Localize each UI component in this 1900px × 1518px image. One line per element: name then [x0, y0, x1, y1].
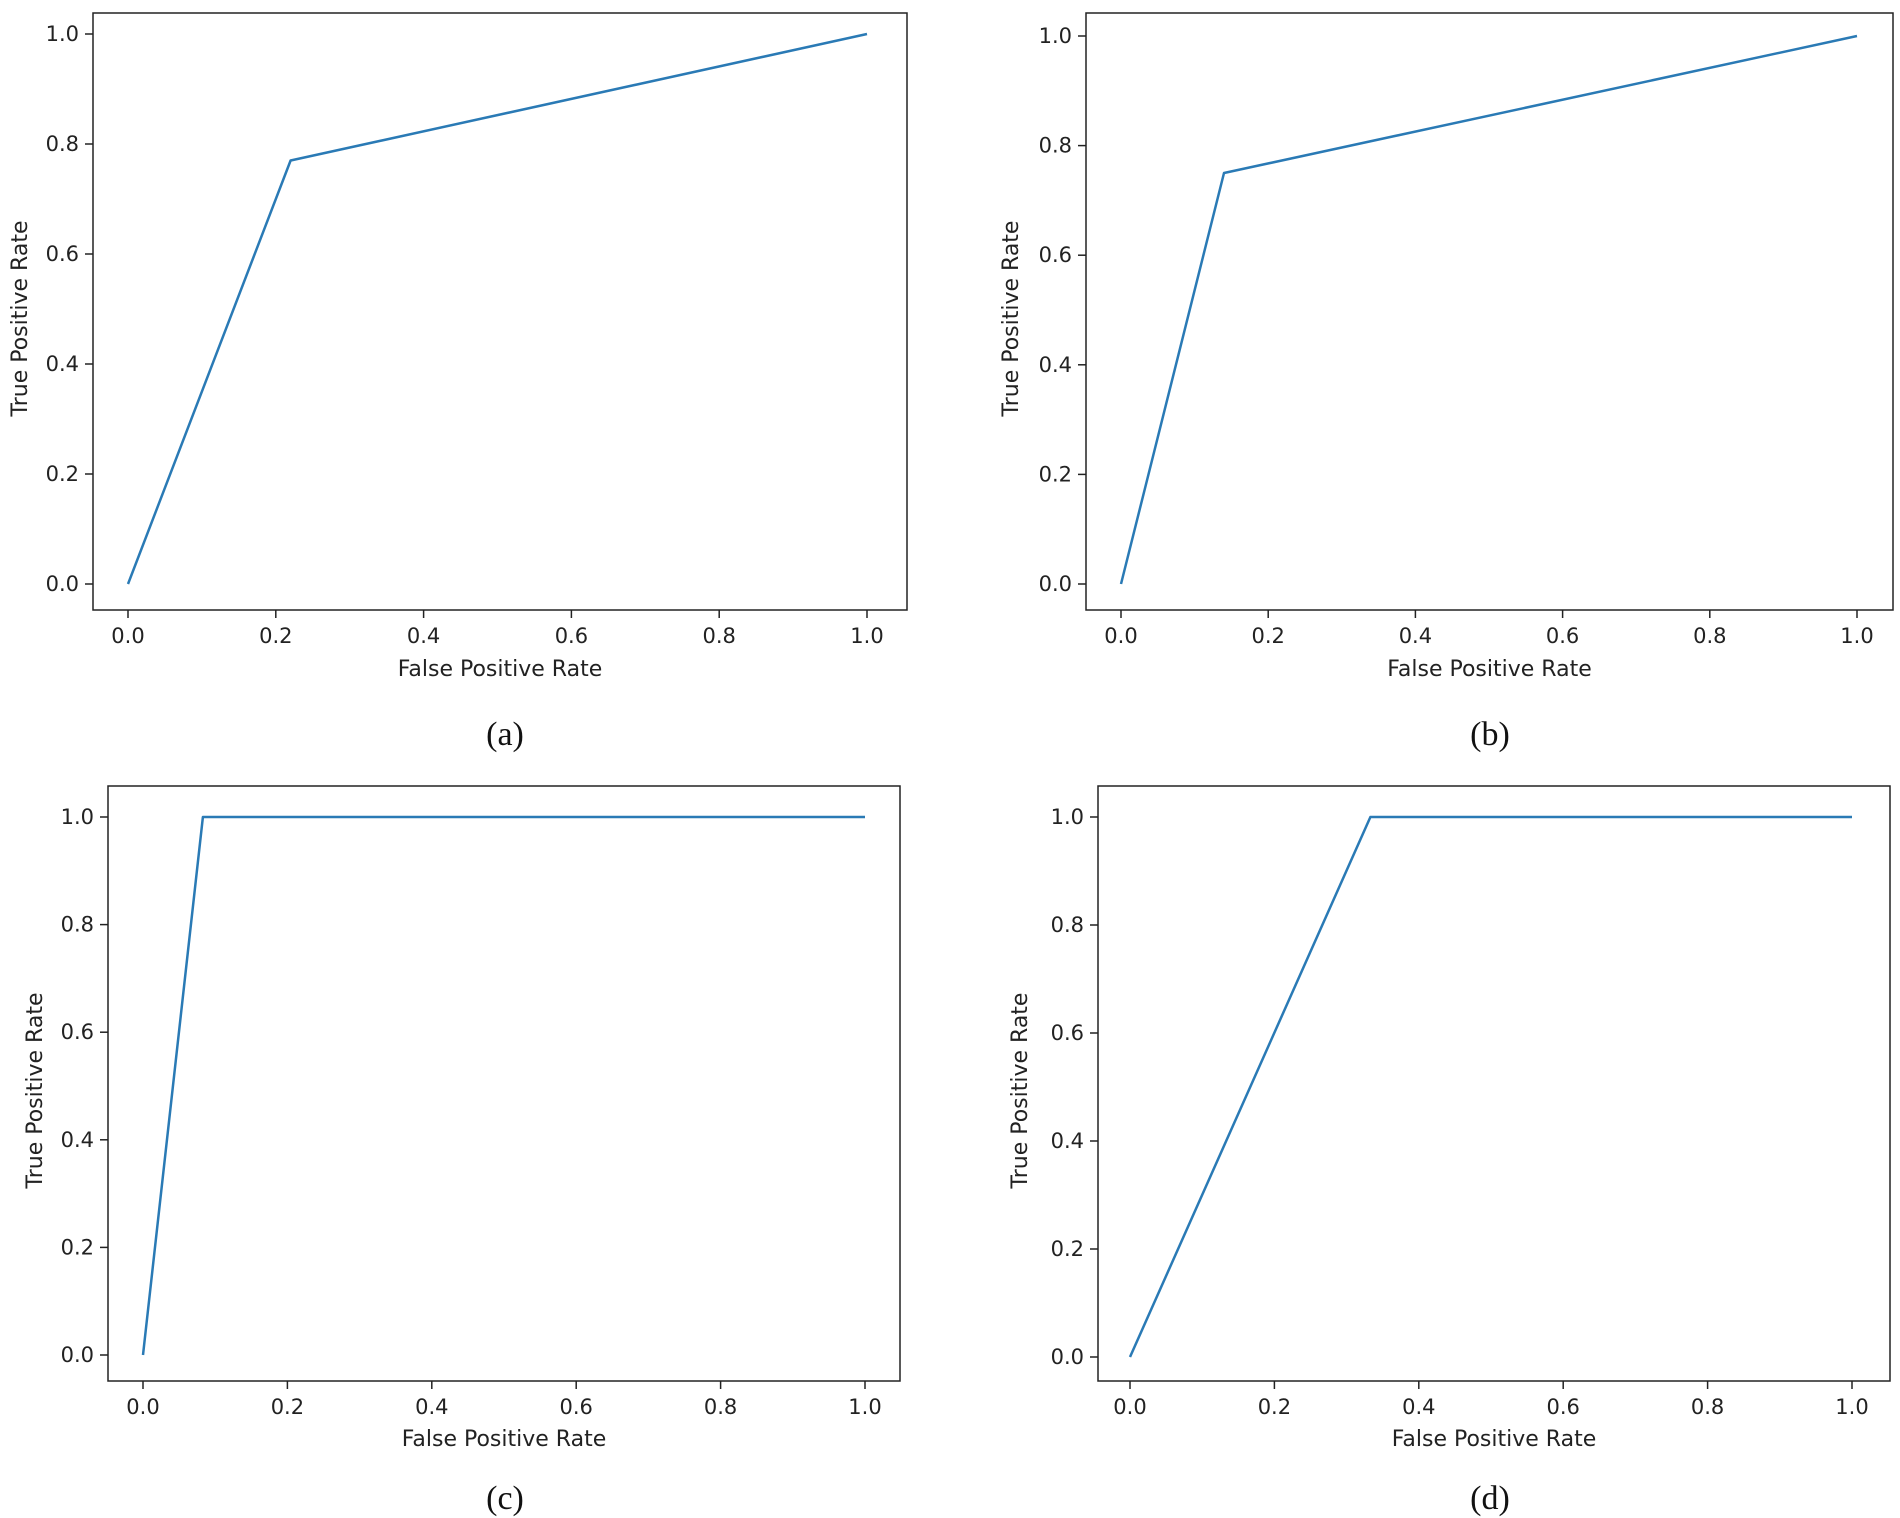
chart-a-x-tick-label: 0.0: [111, 624, 144, 648]
chart-c-caption: (c): [486, 1480, 524, 1517]
chart-c-y-tick-label: 0.6: [61, 1020, 94, 1044]
chart-a-y-tick-label: 0.8: [46, 132, 79, 156]
chart-a-x-tick-label: 0.8: [702, 624, 735, 648]
chart-a-plot-frame: [92, 12, 908, 611]
chart-c-x-tick-label: 1.0: [848, 1395, 881, 1419]
chart-d-x-tick-label: 0.0: [1113, 1395, 1146, 1419]
chart-b-y-tick-label: 0.4: [1039, 353, 1072, 377]
chart-b-x-tick-label: 0.4: [1399, 624, 1432, 648]
chart-b-y-tick-label: 0.0: [1039, 572, 1072, 596]
chart-c-x-tick-label: 0.4: [415, 1395, 448, 1419]
chart-d-y-axis-label: True Positive Rate: [1008, 993, 1033, 1190]
chart-a-y-tick-label: 0.2: [46, 462, 79, 486]
chart-b-y-tick-label: 1.0: [1039, 24, 1072, 48]
chart-c-roc-line: [141, 815, 865, 1356]
chart-c-plot-frame: [107, 785, 901, 1382]
chart-c-y-tick-label: 1.0: [61, 805, 94, 829]
chart-c-x-tick-label: 0.8: [704, 1395, 737, 1419]
chart-d-x-tick-label: 0.4: [1402, 1395, 1435, 1419]
chart-c-x-tick-label: 0.0: [126, 1395, 159, 1419]
chart-b-x-tick-label: 1.0: [1840, 624, 1873, 648]
chart-a-roc-line: [126, 32, 868, 585]
chart-c-y-tick-label: 0.0: [61, 1343, 94, 1367]
chart-c-x-axis-label: False Positive Rate: [402, 1427, 606, 1452]
chart-a-y-axis-label: True Positive Rate: [8, 221, 33, 418]
chart-b-plot-frame: [1085, 12, 1894, 611]
chart-a-x-tick-label: 1.0: [850, 624, 883, 648]
chart-c-y-tick-label: 0.2: [61, 1235, 94, 1259]
chart-b-roc-line: [1119, 34, 1858, 585]
chart-b-x-tick-label: 0.6: [1546, 624, 1579, 648]
chart-d-plot-frame: [1097, 785, 1891, 1382]
chart-c-y-tick-label: 0.4: [61, 1128, 94, 1152]
chart-c-x-tick-label: 0.6: [559, 1395, 592, 1419]
chart-a-y-tick-label: 0.4: [46, 352, 79, 376]
chart-d-y-tick-label: 0.0: [1051, 1345, 1084, 1369]
chart-a-x-tick-label: 0.2: [259, 624, 292, 648]
chart-d-x-tick-label: 0.8: [1691, 1395, 1724, 1419]
chart-c-y-tick-label: 0.8: [61, 913, 94, 937]
chart-a-x-tick-label: 0.4: [407, 624, 440, 648]
chart-d-x-tick-label: 0.6: [1546, 1395, 1579, 1419]
chart-b-y-axis-label: True Positive Rate: [999, 221, 1024, 418]
chart-d-x-tick-label: 0.2: [1258, 1395, 1291, 1419]
chart-b-x-axis-label: False Positive Rate: [1387, 657, 1591, 682]
chart-d-roc-line: [1128, 815, 1852, 1358]
chart-d-y-tick-label: 0.2: [1051, 1237, 1084, 1261]
chart-a-x-axis-label: False Positive Rate: [398, 657, 602, 682]
chart-d-y-tick-label: 1.0: [1051, 805, 1084, 829]
chart-a-y-tick-label: 0.6: [46, 242, 79, 266]
chart-b-caption: (b): [1470, 716, 1510, 753]
chart-c-y-axis-label: True Positive Rate: [23, 993, 48, 1190]
chart-a-y-tick-label: 1.0: [46, 22, 79, 46]
chart-c-x-tick-label: 0.2: [271, 1395, 304, 1419]
chart-d-x-tick-label: 1.0: [1835, 1395, 1868, 1419]
chart-d-y-tick-label: 0.6: [1051, 1021, 1084, 1045]
chart-b-x-tick-label: 0.8: [1693, 624, 1726, 648]
chart-b-x-tick-label: 0.2: [1251, 624, 1284, 648]
chart-a-caption: (a): [486, 716, 524, 753]
chart-d-x-axis-label: False Positive Rate: [1392, 1427, 1596, 1452]
chart-d-y-tick-label: 0.4: [1051, 1129, 1084, 1153]
chart-a-x-tick-label: 0.6: [555, 624, 588, 648]
chart-b-y-tick-label: 0.8: [1039, 134, 1072, 158]
chart-d-caption: (d): [1470, 1480, 1510, 1517]
chart-a-y-tick-label: 0.0: [46, 572, 79, 596]
chart-d-y-tick-label: 0.8: [1051, 913, 1084, 937]
chart-b-x-tick-label: 0.0: [1104, 624, 1137, 648]
chart-b-y-tick-label: 0.2: [1039, 462, 1072, 486]
chart-b-y-tick-label: 0.6: [1039, 243, 1072, 267]
